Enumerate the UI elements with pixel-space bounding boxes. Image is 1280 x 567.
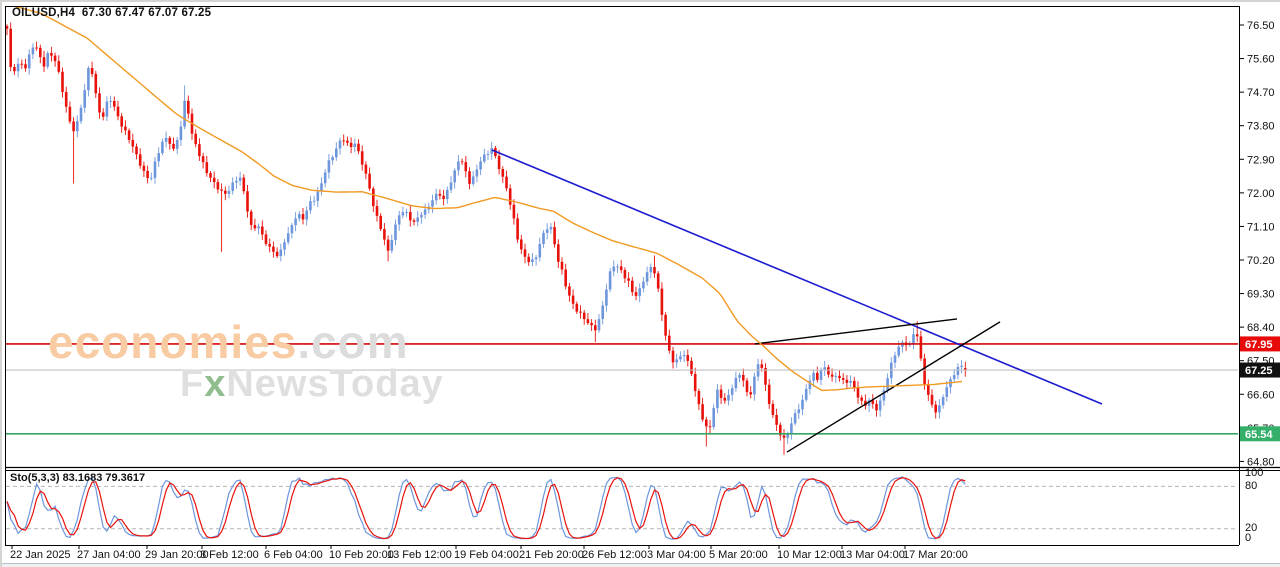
price-tick-label: 72.00: [1247, 188, 1275, 200]
symbol-ohlc-title: OILUSD,H4 67.30 67.47 67.07 67.25: [12, 7, 212, 19]
price-tick-label: 69.30: [1247, 289, 1275, 301]
stochastic-k-line: [6, 476, 966, 540]
price-tick-label: 72.90: [1247, 154, 1275, 166]
trendlines[interactable]: [491, 149, 1103, 453]
time-tick-label: 10 Mar 12:00: [777, 549, 842, 561]
price-tick-label: 71.10: [1247, 221, 1275, 233]
support-badge: [1240, 426, 1280, 442]
price-tick-label: 70.20: [1247, 255, 1275, 267]
window-bottom-frame: [2, 563, 1280, 567]
horizontal-levels[interactable]: [5, 343, 1239, 435]
trendline-wedge-lower[interactable]: [786, 321, 1001, 453]
time-tick-label: 5 Mar 20:00: [709, 549, 768, 561]
time-axis[interactable]: 22 Jan 2025 27 Jan 04:00 29 Jan 20:003 Feb…: [10, 545, 968, 561]
time-tick-label: 3 Feb 12:00: [200, 549, 259, 561]
price-axis[interactable]: 76.50 75.60 74.70 73.80 72.90 72.00 71.10 70.20…: [1239, 20, 1275, 468]
time-tick-label: 17 Mar 20:00: [903, 549, 968, 561]
stochastic-axis-label: 80: [1245, 480, 1257, 492]
stochastic-d-line: [6, 477, 966, 540]
price-tick-label: 64.80: [1247, 456, 1275, 468]
current-price-badge-label: 67.25: [1245, 365, 1273, 377]
time-tick-label: 6 Feb 04:00: [264, 549, 323, 561]
price-tick-label: 68.40: [1247, 322, 1275, 334]
time-tick-label: 13 Mar 04:00: [840, 549, 905, 561]
resistance-badge: [1240, 336, 1280, 352]
trendline-descending-resistance[interactable]: [491, 149, 1103, 405]
price-tick-label: 76.50: [1247, 20, 1275, 32]
price-tick-label: 74.70: [1247, 87, 1275, 99]
price-level-badges: 67.95 67.25 65.54: [1240, 336, 1280, 442]
time-tick-label: 21 Feb 20:00: [519, 549, 584, 561]
stochastic-pane[interactable]: [6, 476, 1239, 540]
candlestick-series: [6, 22, 967, 455]
time-tick-label: 19 Feb 04:00: [454, 549, 519, 561]
moving-average-line: [14, 7, 963, 392]
current-price-badge: [1240, 362, 1280, 378]
time-tick-label: 22 Jan 2025: [10, 549, 71, 561]
support-badge-label: 65.54: [1245, 429, 1273, 441]
price-tick-label: 66.60: [1247, 389, 1275, 401]
resistance-badge-label: 67.95: [1245, 339, 1273, 351]
time-tick-label: 10 Feb 20:00: [329, 549, 394, 561]
time-tick-label: 29 Jan 20:00: [145, 549, 209, 561]
time-tick-label: 26 Feb 12:00: [582, 549, 647, 561]
trendline-wedge-upper[interactable]: [754, 318, 958, 345]
stochastic-axis-label: 20: [1245, 522, 1257, 534]
price-tick-label: 75.60: [1247, 54, 1275, 66]
stochastic-axis-label: 0: [1245, 532, 1251, 544]
stochastic-axis-label: 100: [1245, 467, 1263, 479]
stochastic-indicator-label: Sto(5,3,3) 83.1683 79.3617: [10, 472, 146, 484]
price-tick-label: 73.80: [1247, 121, 1275, 133]
time-tick-label: 3 Mar 04:00: [647, 549, 706, 561]
time-tick-label: 13 Feb 12:00: [387, 549, 452, 561]
time-tick-label: 27 Jan 04:00: [77, 549, 141, 561]
